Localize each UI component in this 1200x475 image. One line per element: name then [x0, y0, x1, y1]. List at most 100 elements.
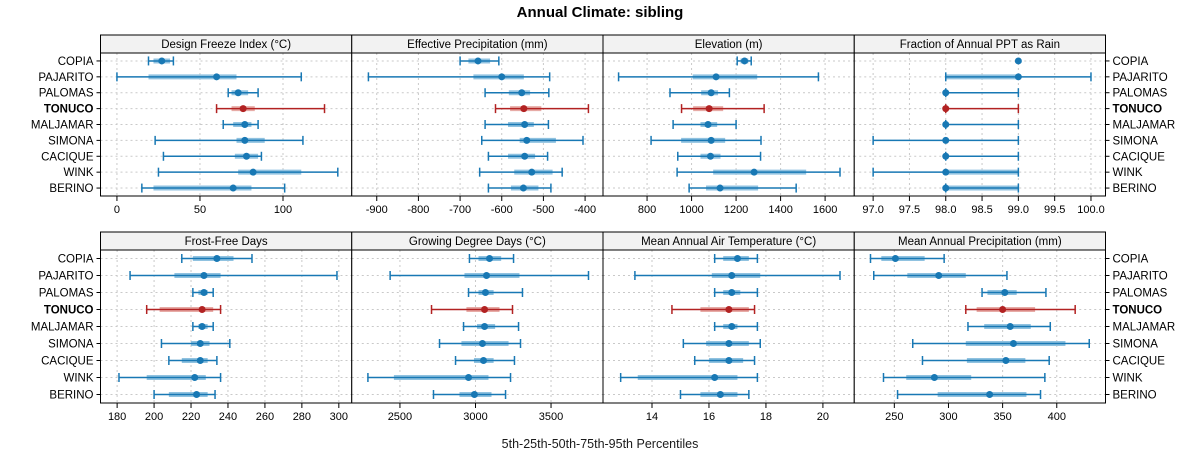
series-copia: [181, 254, 253, 263]
axis-tick-label: 300: [330, 411, 348, 423]
series-maljamar: [192, 322, 214, 331]
axis-tick-label: 240: [219, 411, 237, 423]
station-label-left-wink: WINK: [63, 167, 93, 179]
station-label-left-cacique: CACIQUE: [41, 151, 94, 163]
series-copia: [1014, 57, 1022, 65]
series-maljamar: [967, 322, 1052, 331]
panel-mean-annual-air-temperature-c-: Mean Annual Air Temperature (°C) 14 16 18 20: [602, 231, 855, 423]
station-label-left-berino: BERINO: [49, 183, 93, 195]
station-label-left-cacique: CACIQUE: [41, 356, 94, 368]
series-simona: [911, 339, 1091, 348]
median-dot: [242, 152, 250, 160]
median-dot: [707, 136, 715, 144]
median-dot: [479, 357, 487, 364]
series-wink: [676, 167, 841, 177]
series-berino: [942, 183, 1020, 193]
axis-tick-label: 100.0: [1077, 204, 1105, 216]
median-dot: [712, 73, 720, 81]
series-copia: [147, 56, 175, 66]
station-label-right-simona: SIMONA: [1113, 339, 1159, 351]
axis-tick-label: 16: [703, 411, 715, 423]
axis-tick-label: 98.0: [935, 204, 956, 216]
axis-tick-label: 1400: [768, 204, 792, 216]
axis-tick-label: 260: [256, 411, 274, 423]
median-dot: [733, 255, 741, 262]
panel-header: [853, 34, 1106, 54]
panel-design-freeze-index-c-: Design Freeze Index (°C) 0 50 100: [100, 34, 353, 216]
series-wink: [619, 373, 759, 382]
axis-tick-label: 350: [993, 411, 1011, 423]
series-pajarito: [389, 271, 590, 280]
median-dot: [193, 391, 201, 398]
median-dot: [470, 391, 478, 398]
series-simona: [872, 135, 1020, 145]
median-dot: [486, 255, 494, 262]
median-dot: [518, 89, 526, 97]
axis-tick-label: 97.0: [862, 204, 883, 216]
series-palomas: [669, 88, 731, 98]
median-dot: [234, 89, 242, 97]
median-dot: [239, 105, 247, 113]
series-tonuco: [145, 305, 222, 314]
median-dot: [705, 105, 713, 113]
panel-axis: 2500 3000 3500: [388, 403, 563, 423]
axis-tick-label: -600: [491, 204, 513, 216]
median-dot: [741, 57, 749, 65]
series-cacique: [942, 151, 1020, 161]
median-dot: [999, 306, 1007, 313]
axis-tick-label: 3500: [539, 411, 563, 423]
series-tonuco: [680, 104, 765, 114]
panel-growing-degree-days-c-: Growing Degree Days (°C) 2500 3000 3500: [351, 231, 604, 423]
station-label-right-tonuco: TONUCO: [1113, 104, 1163, 116]
panel-axis: -900 -800 -700 -600 -500 -400: [366, 196, 596, 216]
axis-tick-label: 97.5: [899, 204, 920, 216]
series-berino: [153, 390, 216, 399]
median-dot: [1001, 289, 1009, 296]
panel-header-label: Fraction of Annual PPT as Rain: [900, 39, 1060, 51]
station-label-right-pajarito: PAJARITO: [1113, 72, 1168, 84]
series-palomas: [981, 288, 1047, 297]
series-pajarito: [367, 72, 551, 82]
station-label-right-maljamar: MALJAMAR: [1113, 322, 1176, 334]
axis-tick-label: 0: [114, 204, 120, 216]
station-label-left-copia: COPIA: [58, 56, 94, 68]
axis-tick-label: 800: [638, 204, 656, 216]
panel-axis: 250 300 350 400: [885, 403, 1066, 423]
median-dot: [711, 374, 719, 381]
station-label-right-palomas: PALOMAS: [1113, 288, 1168, 300]
axis-tick-label: 98.5: [971, 204, 992, 216]
axis-tick-label: 180: [108, 411, 126, 423]
axis-tick-label: -400: [574, 204, 596, 216]
median-dot: [481, 289, 489, 296]
median-dot: [725, 340, 733, 347]
series-maljamar: [484, 120, 550, 129]
series-simona: [154, 135, 304, 145]
axis-tick-label: 100: [274, 204, 292, 216]
median-dot: [213, 255, 221, 262]
axis-tick-label: 3000: [463, 411, 487, 423]
panel-mean-annual-precipitation-mm-: Mean Annual Precipitation (mm) 250 300 350 4…: [853, 231, 1106, 423]
series-pajarito: [634, 271, 841, 280]
median-dot: [935, 272, 943, 279]
axis-tick-label: -700: [449, 204, 471, 216]
panel-header-label: Design Freeze Index (°C): [161, 39, 291, 51]
median-dot: [728, 323, 736, 330]
series-simona: [438, 339, 522, 348]
series-cacique: [454, 356, 516, 365]
station-label-left-simona: SIMONA: [48, 135, 94, 147]
station-label-left-palomas: PALOMAS: [39, 288, 94, 300]
series-pajarito: [872, 271, 1008, 280]
median-dot: [191, 374, 199, 381]
median-dot: [474, 57, 482, 65]
station-label-right-tonuco: TONUCO: [1113, 305, 1163, 317]
median-dot: [707, 89, 715, 97]
median-dot: [481, 323, 489, 330]
panel-header-label: Growing Degree Days (°C): [409, 236, 546, 248]
station-label-left-maljamar: MALJAMAR: [31, 322, 94, 334]
axis-tick-label: 400: [1048, 411, 1066, 423]
series-tonuco: [430, 305, 514, 314]
axis-tick-label: 18: [760, 411, 772, 423]
station-label-right-copia: COPIA: [1113, 254, 1149, 266]
station-label-right-berino: BERINO: [1113, 183, 1157, 195]
